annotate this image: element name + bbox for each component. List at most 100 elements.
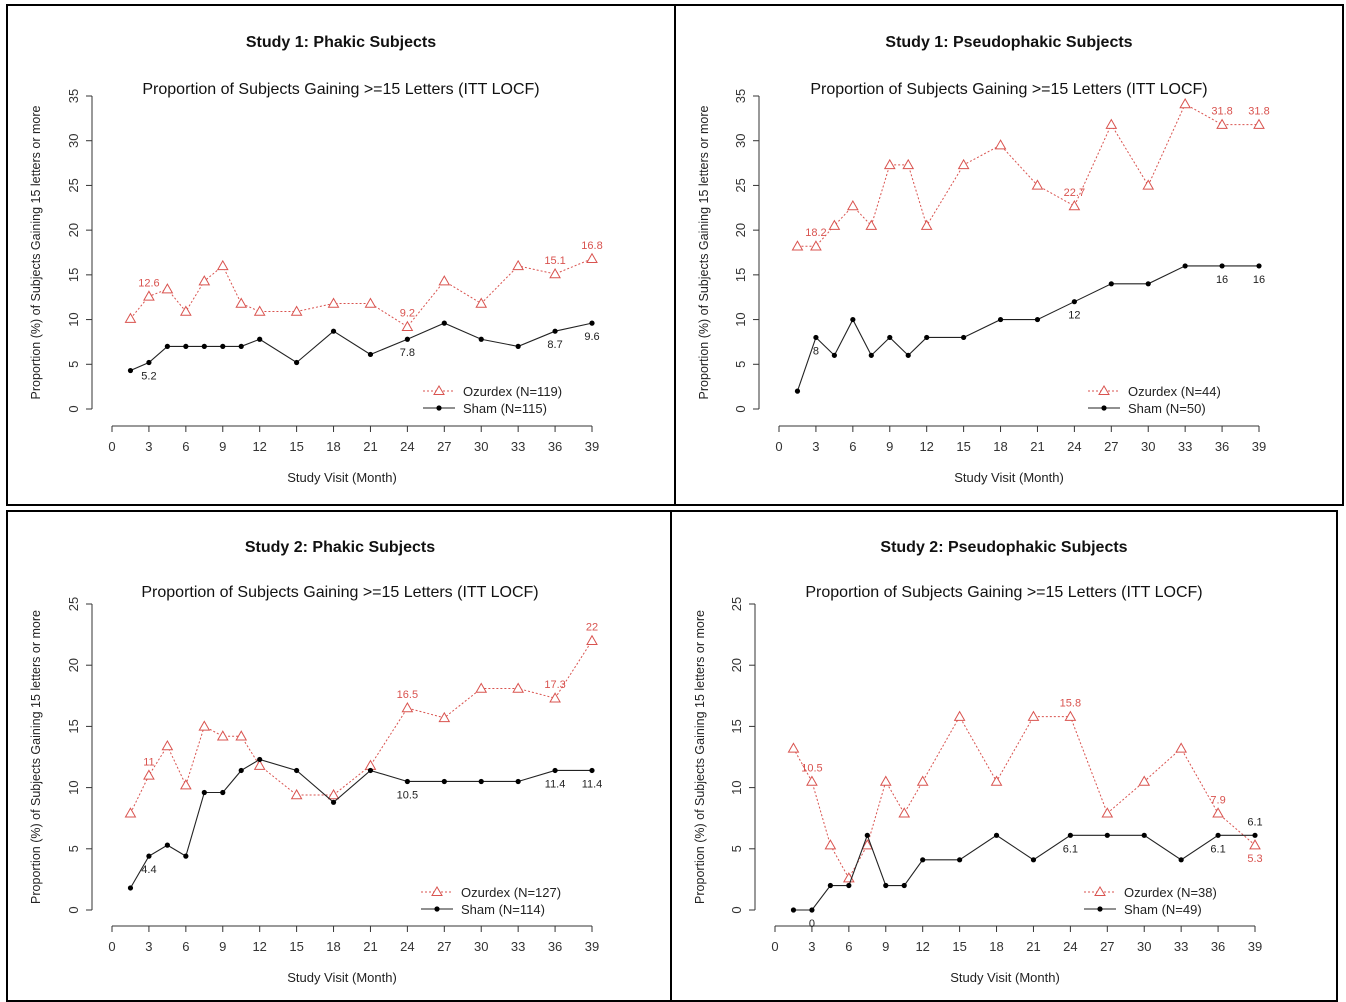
sham-data-point [1252,832,1258,838]
ozurdex-data-point [1212,807,1224,818]
ozurdex-data-point [846,199,859,211]
sham-data-point [1141,832,1147,838]
sham-data-point [220,789,226,796]
y-tick-label: 35 [733,89,748,103]
y-tick-label: 25 [733,178,748,192]
ozurdex-data-point [327,297,340,308]
ozurdex-data-point [1138,775,1151,786]
y-tick-label: 10 [66,312,81,326]
ozurdex-data-label: 17.3 [544,679,565,691]
chart-panel-study1-pseudophakic: Study 1: Pseudophakic Subjects Proportio… [674,4,1344,506]
ozurdex-data-point [438,275,451,286]
sham-data-point [294,359,300,366]
sham-data-label: 10.5 [397,789,418,801]
chart-panel-study1-phakic: Study 1: Phakic Subjects Proportion of S… [6,4,676,506]
sham-data-point [1034,316,1041,323]
y-tick-label: 25 [66,178,81,192]
x-tick-label: 3 [812,439,819,454]
sham-series-line [129,758,592,889]
sham-data-point [1104,832,1110,838]
ozurdex-data-label: 31.8 [1248,106,1269,118]
sham-data-label: 8.7 [547,339,562,351]
x-tick-label: 36 [548,439,562,454]
y-tick-label: 0 [729,906,744,913]
x-tick-label: 6 [182,439,189,454]
x-tick-label: 39 [585,439,599,454]
x-tick-label: 33 [1178,439,1192,454]
y-tick-label: 20 [66,223,81,237]
y-tick-label: 5 [66,361,81,368]
x-tick-label: 12 [252,939,266,954]
sham-data-point [146,359,152,366]
y-tick-label: 10 [66,780,81,794]
x-tick-label: 15 [952,939,966,954]
y-axis-label: Proportion (%) of Subjects Gaining 15 le… [29,610,43,904]
x-tick-label: 21 [363,439,377,454]
x-tick-label: 27 [1100,939,1114,954]
sham-data-label: 4.4 [141,864,156,876]
y-tick-label: 15 [66,268,81,282]
ozurdex-data-point [438,711,451,723]
x-tick-label: 30 [1141,439,1155,454]
x-axis-label: Study Visit (Month) [287,470,397,485]
sham-data-point [1219,263,1225,269]
ozurdex-data-label: 9.2 [400,308,415,320]
x-tick-label: 0 [771,939,778,954]
x-tick-label: 18 [993,439,1007,454]
chart-title: Study 1: Phakic Subjects [245,34,437,51]
x-tick-label: 9 [219,439,226,454]
ozurdex-data-point [1068,199,1081,211]
sham-data-point [552,767,558,774]
ozurdex-data-label: 15.8 [1060,698,1081,710]
x-tick-label: 21 [1030,439,1044,454]
x-tick-label: 36 [1211,939,1225,954]
sham-data-point [864,832,870,838]
legend-marker [1094,886,1106,896]
sham-data-point [997,316,1004,323]
ozurdex-data-point [290,788,303,800]
sham-data-point [901,882,907,889]
sham-data-point [813,334,819,341]
ozurdex-data-point [957,158,970,170]
legend-marker [431,886,443,896]
sham-data-label: 11.4 [582,778,603,790]
ozurdex-data-label: 10.5 [801,762,822,774]
x-tick-label: 3 [808,939,815,954]
sham-data-point [404,778,410,785]
x-tick-label: 27 [437,939,451,954]
x-tick-label: 12 [915,939,929,954]
ozurdex-data-label: 11 [143,756,154,768]
legend-label: Sham (N=115) [463,401,547,416]
sham-data-point [924,334,930,341]
ozurdex-data-label: 12.6 [138,277,159,289]
y-tick-label: 0 [66,906,81,913]
x-tick-label: 0 [108,939,115,954]
ozurdex-data-point [475,682,488,693]
legend-marker [434,906,440,912]
ozurdex-data-point [512,682,525,693]
sham-data-point [827,882,833,889]
x-axis-label: Study Visit (Month) [954,470,1064,485]
ozurdex-data-point [1179,98,1192,109]
x-tick-label: 30 [474,439,488,454]
sham-data-label: 11.4 [545,778,566,790]
y-tick-label: 20 [66,658,81,672]
x-tick-label: 24 [1063,939,1077,954]
ozurdex-data-point [401,320,414,331]
x-tick-label: 39 [585,939,599,954]
sham-data-point [1030,857,1037,863]
sham-data-point [367,767,374,774]
ozurdex-data-point [1031,179,1044,190]
ozurdex-data-label: 16.5 [397,689,418,701]
ozurdex-data-point [198,275,211,286]
sham-data-point [794,388,801,394]
ozurdex-data-point [1249,839,1261,850]
sham-data-point [404,336,410,342]
y-tick-label: 25 [729,597,744,611]
sham-data-point [478,336,484,342]
sham-data-point [183,343,189,349]
ozurdex-data-point [364,297,377,308]
sham-data-point [441,320,447,326]
sham-data-point [201,343,207,349]
